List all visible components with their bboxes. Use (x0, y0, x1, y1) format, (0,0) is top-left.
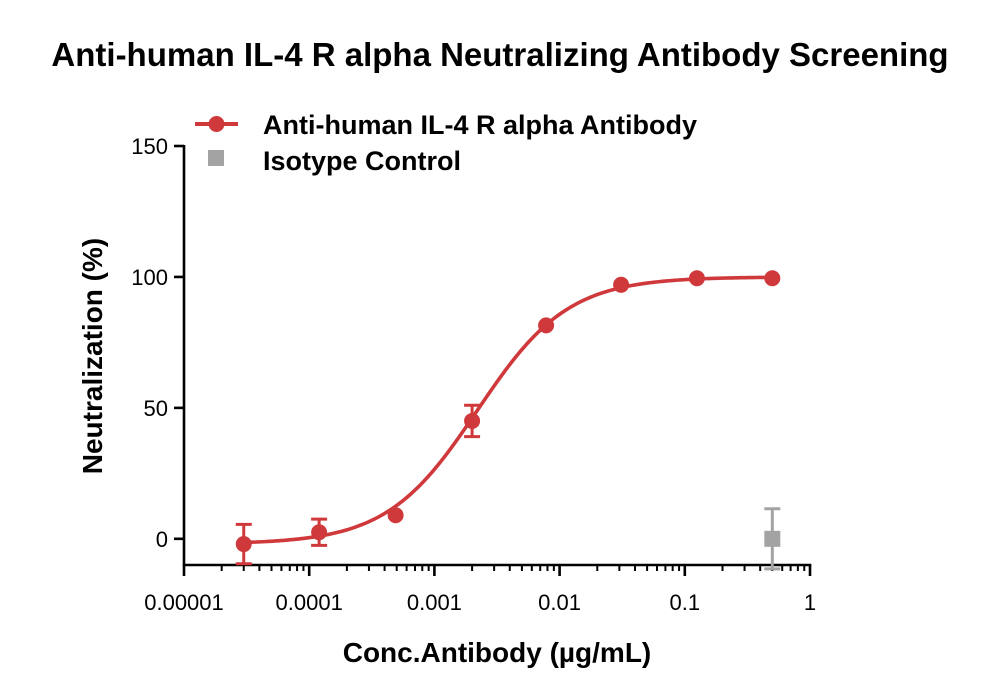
data-point-series-1 (764, 530, 781, 547)
legend: Anti-human IL-4 R alpha Antibody Isotype … (195, 110, 697, 176)
data-point-series-0 (613, 276, 630, 293)
legend-marker-series-0 (208, 116, 225, 132)
x-tick-label: 0.01 (538, 590, 581, 615)
legend-label-series-0: Anti-human IL-4 R alpha Antibody (263, 110, 697, 140)
data-point-series-0 (764, 270, 781, 287)
y-tick-label: 150 (131, 134, 168, 159)
y-tick-label: 0 (156, 527, 168, 552)
data-point-series-0 (538, 317, 555, 334)
data-point-series-0 (688, 270, 705, 287)
legend-marker-series-1 (208, 150, 224, 166)
x-axis-label: Conc.Antibody (µg/mL) (343, 637, 652, 668)
x-tick-label: 0.1 (670, 590, 701, 615)
fit-curve-series-0 (243, 275, 773, 545)
data-points (235, 270, 781, 571)
y-tick-label: 100 (131, 265, 168, 290)
data-point-series-0 (387, 507, 404, 524)
data-point-series-0 (235, 536, 252, 553)
data-point-series-0 (464, 412, 481, 429)
fit-curves (243, 275, 773, 545)
x-tick-label: 1 (804, 590, 816, 615)
x-tick-label: 0.0001 (276, 590, 343, 615)
y-axis-label: Neutralization (%) (77, 238, 108, 474)
legend-label-series-1: Isotype Control (263, 146, 461, 176)
axes: 0 50 100 150 0.00001 0.0001 0.001 0.01 0.1 1 (131, 134, 816, 615)
data-point-series-0 (311, 524, 328, 541)
y-tick-label: 50 (144, 396, 168, 421)
x-tick-label: 0.00001 (144, 590, 224, 615)
chart-title: Anti-human IL-4 R alpha Neutralizing Ant… (51, 36, 948, 73)
x-tick-label: 0.001 (407, 590, 462, 615)
